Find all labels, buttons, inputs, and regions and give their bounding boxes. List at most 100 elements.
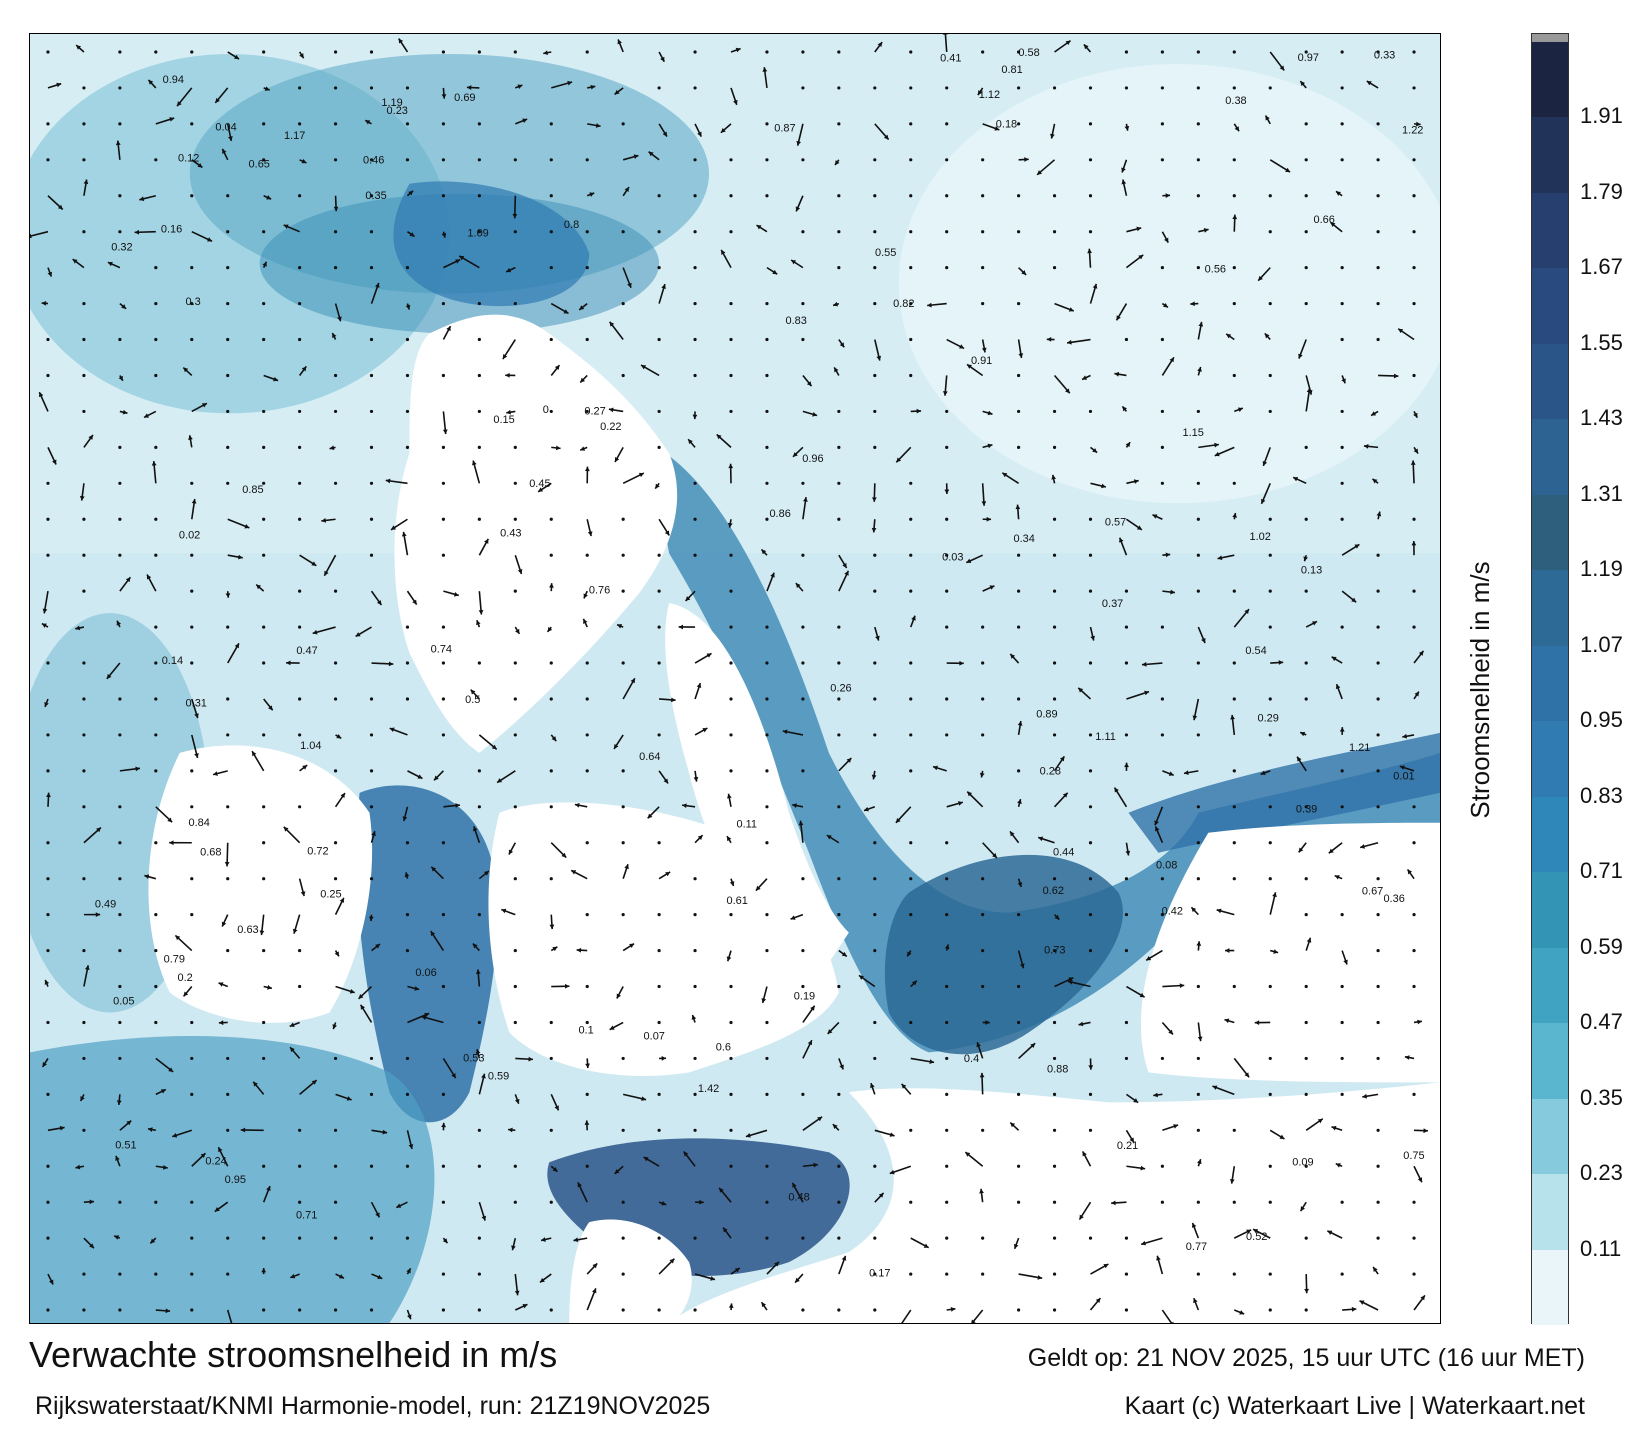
grid-dot: [837, 266, 841, 270]
grid-dot: [801, 158, 805, 162]
grid-dot: [118, 1056, 122, 1061]
current-arrowhead: [1116, 315, 1121, 321]
speed-label: 0.09: [1292, 1156, 1313, 1168]
grid-dot: [549, 194, 553, 198]
grid-dot: [909, 373, 913, 378]
grid-dot: [909, 733, 913, 737]
current-arrowhead: [1393, 373, 1399, 379]
grid-dot: [82, 805, 86, 809]
speed-label: 0.82: [893, 298, 914, 310]
current-arrowhead: [1144, 690, 1150, 696]
grid-dot: [1017, 625, 1021, 629]
current-arrowhead: [944, 944, 950, 950]
grid-dot: [1052, 733, 1057, 737]
current-arrowhead: [981, 347, 987, 353]
grid-dot: [693, 50, 697, 54]
speed-label: 0.73: [1044, 944, 1065, 956]
current-arrowhead: [302, 765, 308, 770]
current-arrowhead: [340, 793, 345, 798]
grid-dot: [837, 984, 841, 989]
current-arrowhead: [590, 84, 596, 90]
current-arrowhead: [627, 282, 632, 288]
grid-dot: [190, 625, 194, 629]
current-arrowhead: [798, 820, 804, 826]
current-arrowhead: [967, 791, 973, 797]
current-arrowhead: [665, 871, 671, 877]
grid-dot: [441, 301, 446, 306]
grid-dot: [765, 409, 769, 414]
grid-dot: [693, 1128, 697, 1132]
grid-dot: [801, 984, 805, 989]
grid-dot: [333, 86, 338, 90]
grid-dot: [1304, 877, 1308, 881]
current-arrowhead: [396, 1203, 402, 1208]
current-arrowhead: [169, 117, 175, 122]
current-arrowhead: [1017, 882, 1023, 887]
grid-dot: [1340, 122, 1344, 126]
grid-dot: [873, 158, 877, 162]
current-arrowhead: [633, 154, 639, 159]
colorbar-overflow-cap: [1532, 34, 1568, 42]
grid-dot: [837, 1308, 841, 1312]
current-arrowhead: [979, 1072, 985, 1078]
grid-dot: [513, 230, 517, 234]
speed-label: 0.68: [200, 846, 221, 858]
current-arrowhead: [346, 1096, 352, 1101]
current-arrowhead: [614, 1169, 620, 1174]
current-arrowhead: [549, 583, 554, 588]
grid-dot: [981, 266, 985, 270]
colorbar-segment: [1532, 1098, 1568, 1175]
grid-dot: [621, 841, 625, 845]
current-arrowhead: [52, 459, 57, 465]
current-arrowhead: [506, 409, 511, 415]
speed-label: 0.14: [162, 655, 183, 667]
current-arrowhead: [614, 743, 619, 749]
grid-dot: [765, 1092, 769, 1096]
current-arrowhead: [385, 478, 391, 484]
grid-dot: [1304, 50, 1308, 54]
colorbar-tick-label: 1.91: [1580, 103, 1623, 129]
grid-dot: [729, 1020, 733, 1025]
grid-dot: [190, 266, 194, 270]
grid-dot: [298, 1308, 302, 1312]
grid-dot: [333, 409, 338, 414]
current-arrowhead: [664, 530, 670, 536]
grid-dot: [333, 841, 338, 845]
speed-label: 0.1: [578, 1024, 593, 1036]
current-arrowhead: [1079, 1214, 1084, 1220]
grid-dot: [477, 373, 481, 378]
current-arrowhead: [692, 414, 698, 420]
current-arrowhead: [916, 408, 922, 414]
current-arrowhead: [710, 1276, 716, 1281]
current-arrowhead: [911, 615, 916, 621]
current-arrowhead: [332, 333, 337, 339]
grid-dot: [190, 481, 194, 485]
current-arrowhead: [476, 620, 481, 626]
grid-dot: [262, 517, 266, 521]
grid-dot: [765, 122, 769, 126]
grid-dot: [1376, 589, 1380, 593]
current-arrowhead: [1331, 656, 1337, 662]
grid-dot: [693, 301, 697, 306]
current-arrowhead: [697, 131, 702, 137]
grid-dot: [405, 409, 410, 414]
grid-dot: [118, 1200, 122, 1204]
grid-dot: [981, 1236, 985, 1240]
current-arrowhead: [404, 872, 410, 878]
grid-dot: [765, 913, 769, 917]
current-arrowhead: [122, 409, 128, 415]
current-arrowhead: [959, 660, 964, 666]
grid-dot: [369, 1056, 374, 1061]
grid-dot: [1376, 1164, 1380, 1168]
grid-dot: [693, 373, 697, 378]
current-arrowhead: [1306, 387, 1312, 393]
current-arrowhead: [172, 1133, 178, 1138]
current-arrowhead: [1303, 556, 1308, 562]
grid-dot: [657, 1020, 661, 1025]
land-east: [1140, 822, 1440, 1083]
grid-dot: [1052, 661, 1057, 665]
grid-dot: [1304, 805, 1308, 809]
colorbar-segment: [1532, 570, 1568, 647]
grid-dot: [1088, 1092, 1093, 1096]
current-arrowhead: [583, 593, 588, 599]
